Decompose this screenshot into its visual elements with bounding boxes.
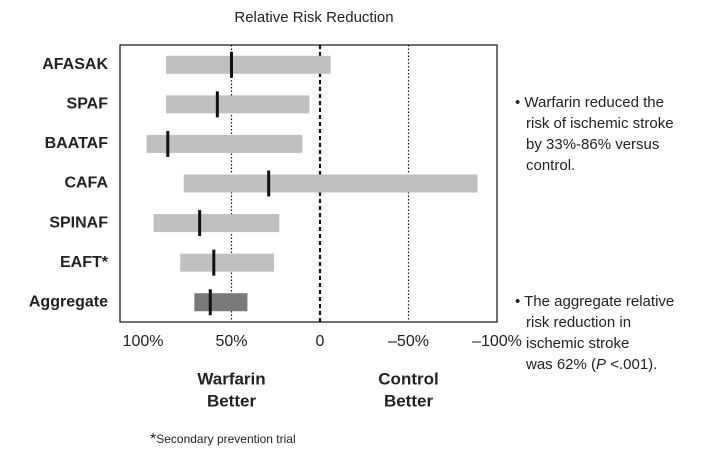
x-tick-label: 100% [123, 333, 164, 350]
interval-bar [146, 134, 303, 153]
note-line: ischemic stroke [526, 335, 629, 352]
interval-bar [166, 55, 331, 74]
x-tick-label: –100% [472, 333, 522, 350]
note-line: risk of ischemic stroke [526, 115, 674, 132]
interval-bar [166, 95, 310, 114]
note-line: was 62% (P <.001). [525, 356, 657, 373]
category-label: BAATAF [45, 135, 109, 152]
x-tick-label: –50% [388, 333, 429, 350]
interval-bar [153, 214, 280, 233]
chart-title: Relative Risk Reduction [234, 9, 393, 26]
interval-bar [180, 253, 274, 272]
footnote-text: Secondary prevention trial [156, 432, 295, 446]
note-line: risk reduction in [526, 314, 631, 331]
x-tick-label: 0 [316, 333, 325, 350]
x-tick-label: 50% [215, 333, 247, 350]
interval-bar [183, 174, 478, 193]
side-label: Better [384, 391, 434, 410]
footnote-mark: * [150, 431, 156, 448]
note-line: control. [526, 157, 575, 174]
category-label: EAFT* [60, 254, 109, 271]
note-line: • Warfarin reduced the [515, 94, 664, 111]
footnote: *Secondary prevention trial [150, 431, 296, 448]
category-label: SPINAF [49, 214, 108, 231]
category-label: SPAF [67, 96, 109, 113]
side-label: Control [378, 369, 438, 388]
note-line: by 33%-86% versus [526, 136, 659, 153]
plot-frame [119, 44, 498, 323]
note-line: • The aggregate relative [515, 293, 674, 310]
category-label: AFASAK [42, 56, 108, 73]
note-part: <.001). [606, 356, 657, 373]
side-label: Better [207, 391, 257, 410]
interval-bar [194, 293, 248, 312]
note-part: was 62% ( [525, 356, 596, 373]
side-label: Warfarin [197, 369, 265, 388]
note-part: P [596, 356, 606, 373]
category-label: CAFA [64, 175, 108, 192]
category-label: Aggregate [29, 293, 108, 310]
